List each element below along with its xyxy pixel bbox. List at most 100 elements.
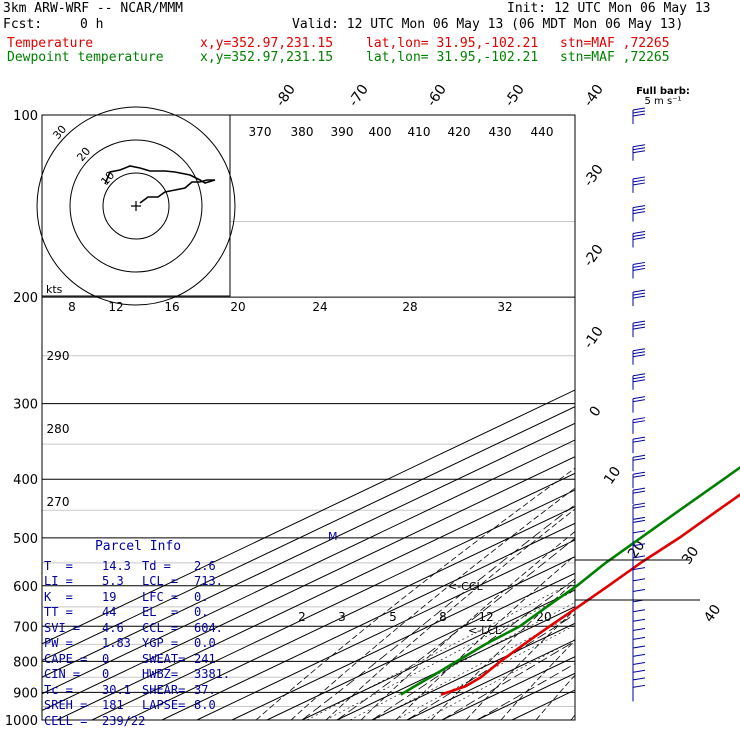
temperature-line: [440, 493, 740, 696]
isotherm-line: [56, 472, 575, 720]
parcel-row: Tc = 30.1 SHEAR= 37.: [44, 683, 232, 699]
parcel-key: CAPE =: [44, 651, 88, 666]
moist-adiabat: [476, 663, 575, 720]
parcel-info-title: Parcel Info: [94, 539, 182, 554]
wind-barb: [632, 289, 646, 307]
hodo-ring: [102, 172, 170, 240]
parcel-val: 0: [102, 667, 110, 681]
dry-adiabat: [711, 115, 740, 720]
parcel-val: 44: [102, 605, 117, 619]
dry-adiabat: [290, 487, 575, 720]
wind-barb: [632, 567, 646, 584]
parcel-key: T =: [44, 558, 73, 573]
pressure-tick-label: 600: [13, 580, 38, 595]
pressure-tick-label: 700: [13, 620, 38, 635]
hodo-ring: [36, 106, 236, 306]
parcel-row: CIN = 0 HWBZ= 3381.: [44, 667, 232, 683]
isotherm-line: [231, 556, 575, 720]
temperature-stn: stn=MAF ,72265: [560, 36, 670, 51]
isotherm-line: [266, 572, 575, 720]
parcel-key: CCL =: [142, 620, 179, 635]
wind-barb: [632, 471, 646, 489]
parcel-row: K = 19 LFC = 0.: [44, 590, 232, 606]
dry-adiabat: [395, 554, 575, 720]
isotherm-line: [301, 589, 575, 720]
wind-barb: [632, 107, 646, 124]
wind-barb: [632, 618, 646, 636]
dewpoint-legend: Dewpoint temperature: [7, 50, 164, 65]
isotherm-line: [91, 489, 575, 720]
mark-m: M: [328, 530, 338, 543]
wind-barb: [632, 684, 646, 702]
parcel-val: 239/22: [102, 713, 146, 728]
isotherm-label: -40: [581, 82, 607, 110]
parcel-key: PW =: [44, 636, 73, 650]
isotherm-line: [161, 522, 575, 720]
parcel-key: LFC =: [142, 589, 179, 604]
isotherm-label: -50: [502, 82, 528, 110]
parcel-key: K =: [44, 589, 73, 604]
wind-barb: [632, 205, 646, 222]
wind-barb: [632, 348, 646, 365]
isotherm-label: 30: [679, 544, 702, 568]
wind-barb: [632, 144, 646, 161]
pressure-tick-label: 1000: [5, 714, 38, 729]
mixing-ratio-label: 8: [439, 610, 447, 624]
isotherm-line: [42, 439, 575, 695]
dry-adiabat: [535, 674, 575, 720]
theta-label: 380: [291, 125, 314, 139]
parcel-key: Tc =: [44, 682, 73, 697]
wind-barb: [632, 636, 646, 654]
isotherm-line: [42, 406, 575, 662]
parcel-key: Td =: [142, 558, 171, 573]
parcel-val: 37.: [194, 682, 216, 697]
fcst-value: 0 h: [80, 17, 104, 32]
parcel-row: T = 14.3 Td = 2.6: [44, 559, 232, 575]
hodo-ring-label: 8: [68, 300, 76, 314]
parcel-row: PW = 1.83 YGP = 0.0: [44, 636, 232, 652]
dewpoint-latlon: lat,lon= 31.95,-102.21: [366, 50, 539, 65]
wind-barb: [632, 516, 646, 534]
parcel-key: SVI =: [44, 620, 81, 635]
parcel-val: 3381.: [194, 667, 231, 681]
mixing-ratio-line: [395, 624, 575, 720]
parcel-key: LCL =: [142, 574, 179, 588]
lcl-marker: <-LCL: [468, 624, 502, 637]
wind-barb: [632, 436, 646, 454]
hodo-center-marker: [131, 201, 141, 211]
wind-barb: [632, 645, 646, 663]
wind-barb: [632, 230, 646, 248]
parcel-row: CAPE = 0 SWEAT= 241: [44, 652, 232, 668]
parcel-row: SREH = 181 LAPSE= 8.0: [44, 698, 232, 714]
wind-barb: [632, 502, 646, 520]
isotherm-label: 40: [701, 602, 724, 626]
moist-adiabat: [371, 578, 575, 720]
mixing-ratio-line: [325, 590, 575, 720]
theta-left-label: 280: [47, 422, 70, 436]
dry-adiabat: [360, 531, 575, 720]
pressure-tick-label: 800: [13, 655, 38, 670]
parcel-val: 2.6: [194, 558, 216, 573]
parcel-row: CELL = 239/22: [44, 714, 232, 730]
parcel-key: LAPSE=: [142, 698, 186, 712]
isotherm-label: -60: [424, 82, 450, 110]
mixing-ratio-line: [306, 585, 567, 720]
init-time: Init: 12 UTC Mon 06 May 13: [507, 1, 711, 16]
parcel-key: YGP =: [142, 636, 179, 650]
theta-left-label: 290: [47, 349, 70, 363]
theta-label: 410: [408, 125, 431, 139]
wind-barb: [632, 261, 646, 279]
model-title: 3km ARW-WRF -- NCAR/MMM: [3, 1, 184, 16]
pressure-tick-label: 500: [13, 532, 38, 547]
temperature-latlon: lat,lon= 31.95,-102.21: [366, 36, 539, 51]
wind-barb: [632, 589, 646, 606]
parcel-val: 241: [194, 651, 216, 666]
wind-barb: [632, 530, 646, 547]
mixing-ratio-label: 2: [298, 610, 306, 624]
wind-barb: [632, 628, 646, 645]
parcel-key: SHEAR=: [142, 682, 186, 697]
dry-adiabat: [325, 508, 575, 720]
pressure-tick-label: 200: [13, 291, 38, 306]
mixing-ratio-line: [373, 614, 575, 720]
dry-adiabat: [430, 580, 575, 720]
